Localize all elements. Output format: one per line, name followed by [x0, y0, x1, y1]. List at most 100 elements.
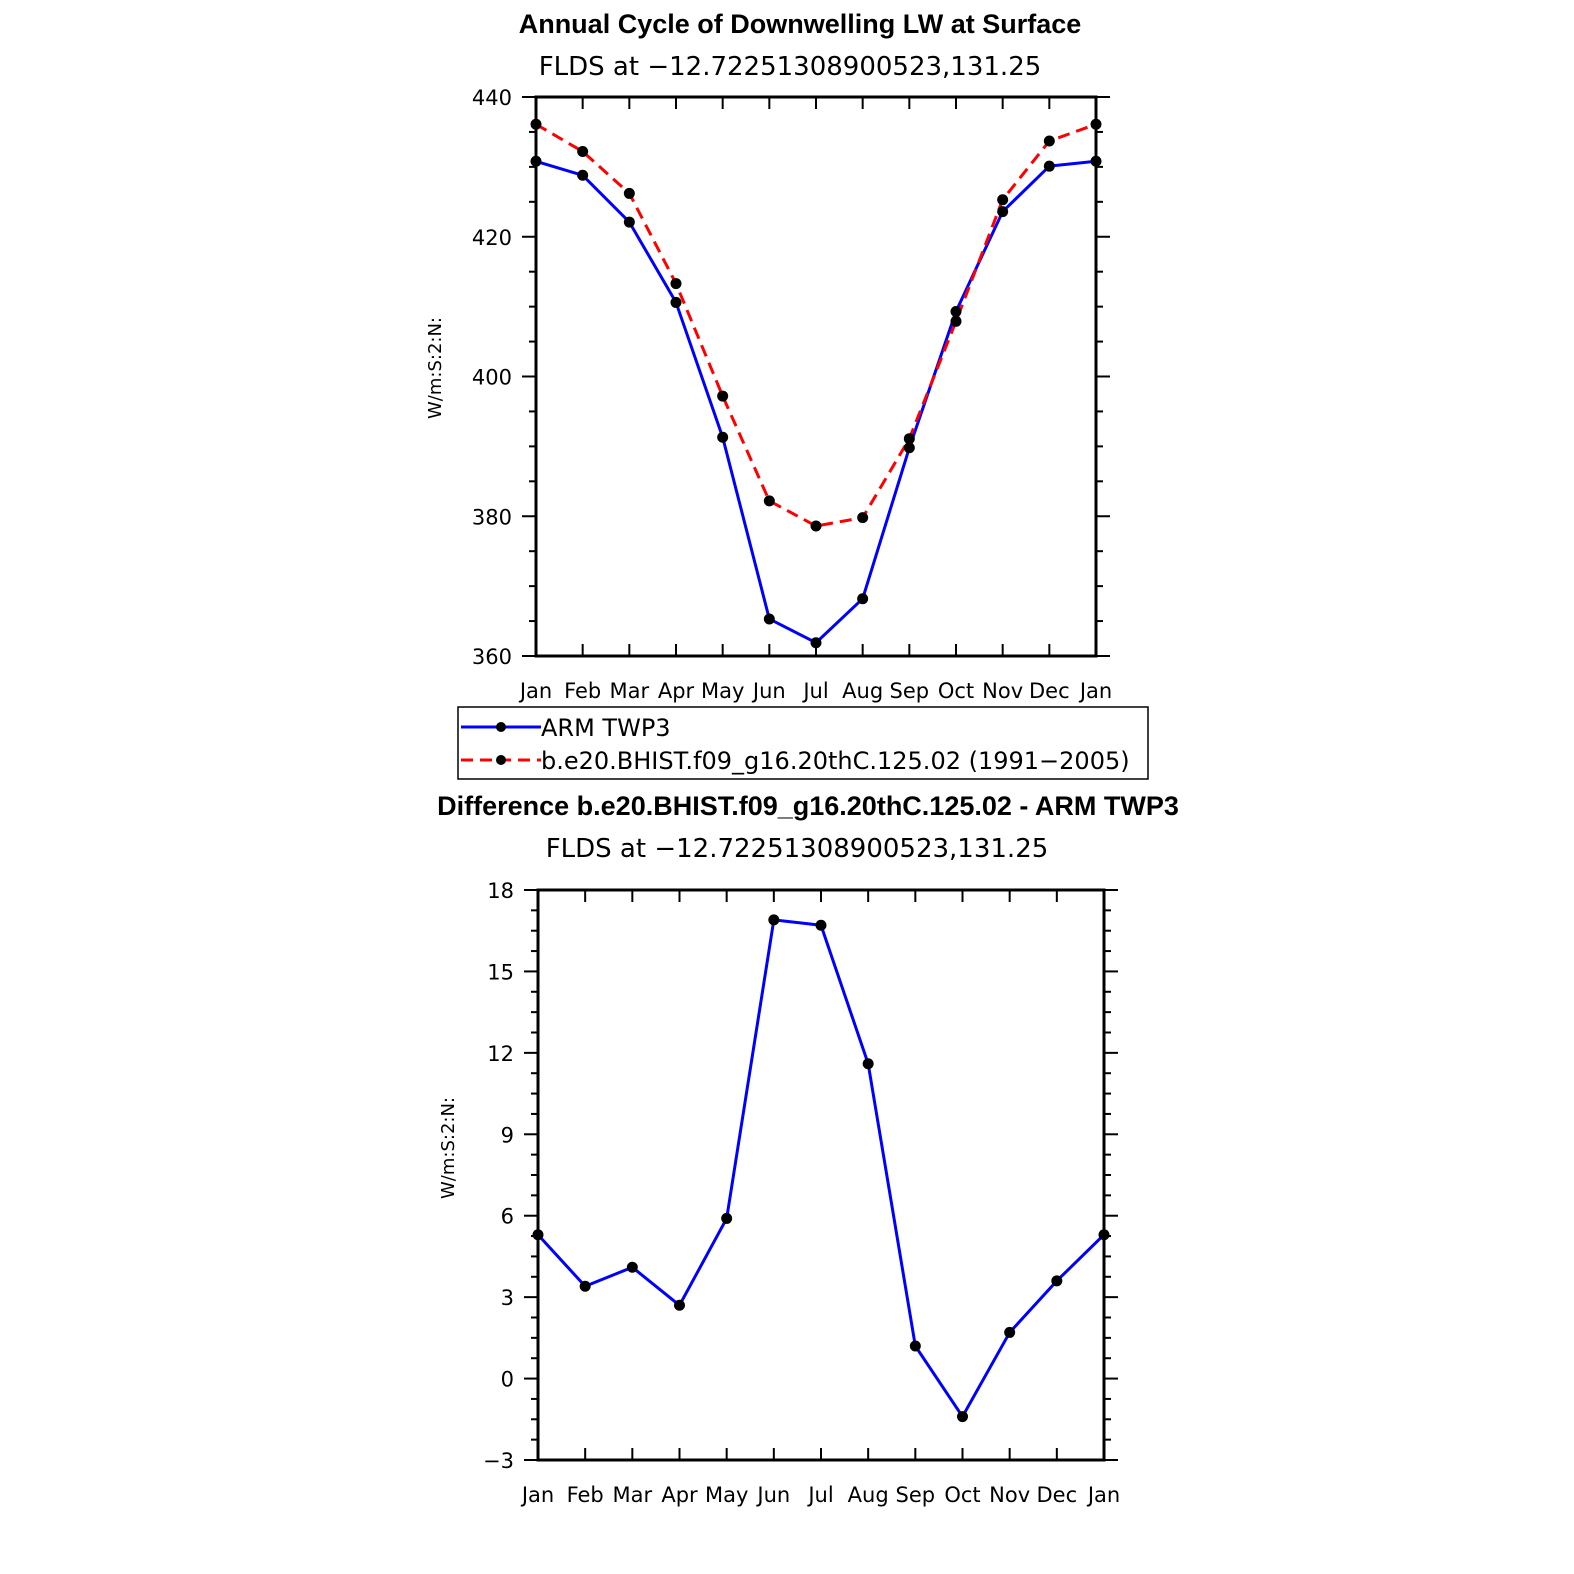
y-axis-label: W/m:S:2:N:: [425, 317, 446, 419]
data-point-series-1: [810, 520, 822, 532]
data-point-series-1: [577, 146, 589, 158]
y-tick-label: 3: [501, 1286, 514, 1310]
x-tick-label: Feb: [564, 679, 601, 703]
legend-entry-model: b.e20.BHIST.f09_g16.20thC.125.02 (1991−2…: [461, 747, 1130, 775]
data-point-series-1: [1090, 118, 1102, 130]
x-tick-label: Dec: [1029, 679, 1070, 703]
x-tick-label: Sep: [896, 1483, 936, 1507]
y-tick-label: 440: [472, 86, 512, 110]
x-tick-label: Dec: [1037, 1483, 1078, 1507]
x-tick-label: Mar: [610, 679, 650, 703]
legend-entry-arm-twp3: ARM TWP3: [461, 714, 671, 742]
data-point-series-0: [768, 914, 780, 926]
y-tick-label: 12: [487, 1042, 514, 1066]
data-point-series-0: [530, 155, 542, 167]
data-point-series-0: [903, 442, 915, 454]
data-point-series-0: [717, 431, 729, 443]
x-tick-label: Nov: [982, 679, 1023, 703]
data-point-series-1: [623, 187, 635, 199]
data-point-series-1: [763, 495, 775, 507]
data-point-series-0: [1004, 1326, 1016, 1338]
data-point-series-0: [950, 306, 962, 318]
data-point-series-0: [1051, 1275, 1063, 1287]
data-point-series-1: [857, 512, 869, 524]
y-tick-label: 420: [472, 226, 512, 250]
y-tick-label: 360: [472, 645, 512, 669]
series-line-1: [535, 122, 1097, 528]
data-point-series-1: [950, 315, 962, 327]
data-point-series-0: [577, 169, 589, 181]
data-point-series-1: [670, 278, 682, 290]
y-tick-label: 18: [487, 879, 514, 903]
legend-marker-model: [496, 755, 506, 765]
y-tick-label: 0: [501, 1368, 514, 1392]
data-point-series-0: [815, 919, 827, 931]
x-tick-label: Jul: [806, 1483, 833, 1507]
plot-area: Jan Feb Mar Apr May Jun Jul Aug Sep Oct Nov Dec Jan−…: [483, 879, 1120, 1507]
data-point-series-0: [857, 593, 869, 605]
difference-chart: Difference b.e20.BHIST.f09_g16.20thC.125…: [437, 791, 1179, 1507]
x-tick-label: Jun: [755, 1483, 790, 1507]
x-tick-label: Jan: [1086, 1483, 1120, 1507]
data-point-series-0: [763, 613, 775, 625]
data-point-series-0: [670, 296, 682, 308]
x-tick-label: Oct: [938, 679, 974, 703]
data-point-series-0: [1043, 160, 1055, 172]
data-point-series-0: [957, 1411, 968, 1423]
x-tick-label: May: [701, 679, 744, 703]
x-tick-label: Nov: [989, 1483, 1030, 1507]
data-point-series-0: [579, 1280, 591, 1292]
data-point-series-1: [997, 194, 1009, 206]
x-tick-label: Apr: [661, 1483, 698, 1507]
legend-label-model: b.e20.BHIST.f09_g16.20thC.125.02 (1991−2…: [541, 747, 1130, 775]
x-tick-label: Apr: [658, 679, 695, 703]
x-tick-label: Mar: [613, 1483, 653, 1507]
data-point-series-0: [1090, 155, 1102, 167]
legend: ARM TWP3 b.e20.BHIST.f09_g16.20thC.125.0…: [457, 706, 1149, 780]
data-point-series-1: [1043, 135, 1055, 147]
data-point-series-0: [674, 1299, 685, 1311]
x-tick-label: Jan: [1078, 679, 1112, 703]
y-axis-label: W/m:S:2:N:: [438, 1097, 459, 1199]
data-point-series-0: [721, 1212, 733, 1224]
x-tick-label: Jul: [801, 679, 828, 703]
x-tick-label: Sep: [890, 679, 930, 703]
data-point-series-0: [997, 206, 1009, 218]
series-line-0: [536, 918, 1106, 1419]
data-point-series-0: [1098, 1229, 1110, 1241]
x-tick-label: May: [705, 1483, 748, 1507]
data-point-series-1: [717, 390, 729, 402]
y-tick-label: −3: [483, 1449, 514, 1473]
x-tick-label: Aug: [842, 679, 883, 703]
x-tick-label: Jan: [518, 679, 552, 703]
data-point-series-1: [530, 118, 542, 130]
x-tick-label: Jun: [751, 679, 786, 703]
plot-area: Jan Feb Mar Apr May Jun Jul Aug Sep Oct Nov Dec Jan3…: [472, 86, 1112, 703]
data-point-series-0: [810, 637, 822, 649]
y-tick-label: 380: [472, 505, 512, 529]
chart-subtitle: FLDS at −12.72251308900523,131.25: [546, 834, 1049, 864]
x-tick-label: Feb: [567, 1483, 604, 1507]
plot-frame: [534, 95, 1098, 658]
y-tick-label: 15: [487, 960, 514, 984]
annual-cycle-chart: Annual Cycle of Downwelling LW at Surfac…: [425, 9, 1149, 780]
x-tick-label: Oct: [944, 1483, 980, 1507]
chart-subtitle: FLDS at −12.72251308900523,131.25: [539, 52, 1042, 82]
y-tick-label: 400: [472, 366, 512, 390]
data-point-series-0: [909, 1340, 921, 1352]
legend-box: [457, 706, 1149, 780]
data-point-series-0: [532, 1229, 544, 1241]
chart-title: Difference b.e20.BHIST.f09_g16.20thC.125…: [437, 791, 1179, 821]
legend-label-arm-twp3: ARM TWP3: [541, 714, 671, 742]
y-tick-label: 6: [501, 1205, 514, 1229]
legend-marker-arm-twp3: [496, 722, 506, 732]
chart-title: Annual Cycle of Downwelling LW at Surfac…: [519, 9, 1082, 39]
data-point-series-0: [626, 1261, 638, 1273]
data-point-series-1: [903, 433, 915, 445]
series-line-0: [535, 159, 1097, 645]
data-point-series-0: [623, 216, 635, 228]
data-point-series-0: [862, 1058, 874, 1070]
x-tick-label: Aug: [848, 1483, 889, 1507]
x-tick-label: Jan: [520, 1483, 554, 1507]
